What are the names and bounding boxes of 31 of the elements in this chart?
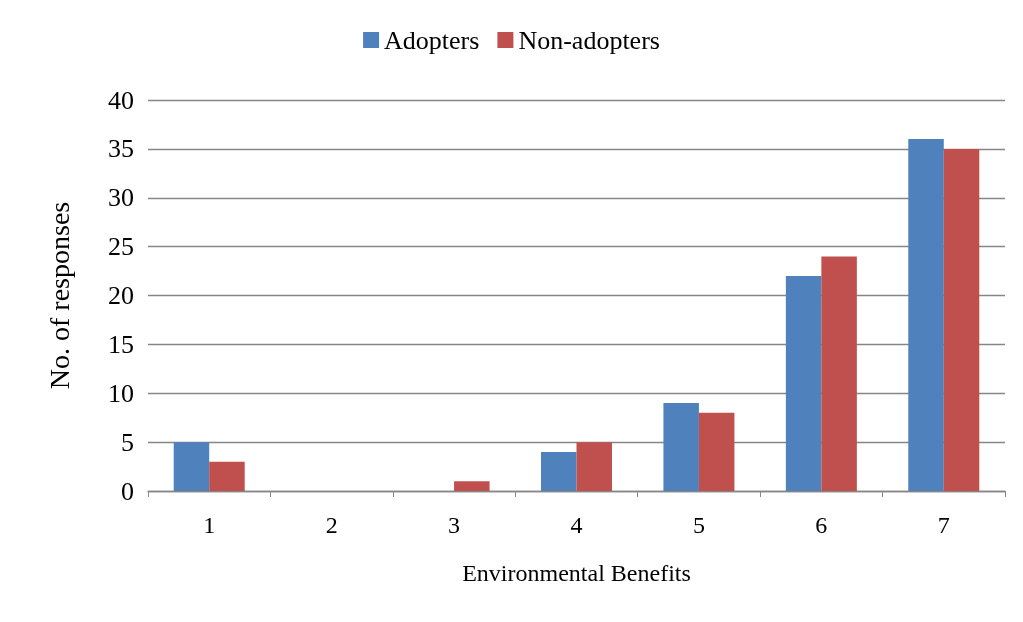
- bar: [209, 461, 245, 491]
- bar: [943, 148, 980, 491]
- x-tick-label: 5: [692, 512, 705, 538]
- legend-label: Non-adopters: [518, 25, 660, 55]
- bar: [663, 403, 699, 491]
- x-tick-label: 1: [203, 512, 216, 538]
- bar: [454, 481, 490, 491]
- y-tick-label: 10: [108, 378, 134, 408]
- bar: [698, 412, 735, 491]
- x-tick-label: 4: [570, 512, 583, 538]
- y-tick-label: 0: [121, 476, 134, 506]
- y-tick-label: 25: [108, 232, 134, 262]
- bar: [821, 256, 857, 491]
- y-tick-label: 30: [108, 183, 134, 213]
- x-tick-label: 6: [815, 512, 828, 538]
- y-tick-label: 40: [108, 85, 134, 115]
- x-tick-label: 7: [937, 512, 950, 538]
- bar: [173, 442, 210, 491]
- y-tick-label: 15: [108, 329, 134, 359]
- bar: [785, 275, 822, 491]
- bar: [576, 442, 612, 491]
- y-tick-label: 20: [108, 281, 134, 310]
- x-tick-label: 2: [325, 512, 338, 538]
- x-tick-label: 3: [448, 512, 461, 538]
- x-axis-title: Environmental Benefits: [462, 560, 691, 586]
- bar: [908, 139, 944, 491]
- bar: [541, 451, 577, 491]
- y-axis-title: No. of responses: [43, 201, 75, 390]
- legend-label: Adopters: [384, 25, 480, 55]
- y-tick-label: 35: [108, 134, 134, 164]
- y-tick-label: 5: [121, 427, 134, 457]
